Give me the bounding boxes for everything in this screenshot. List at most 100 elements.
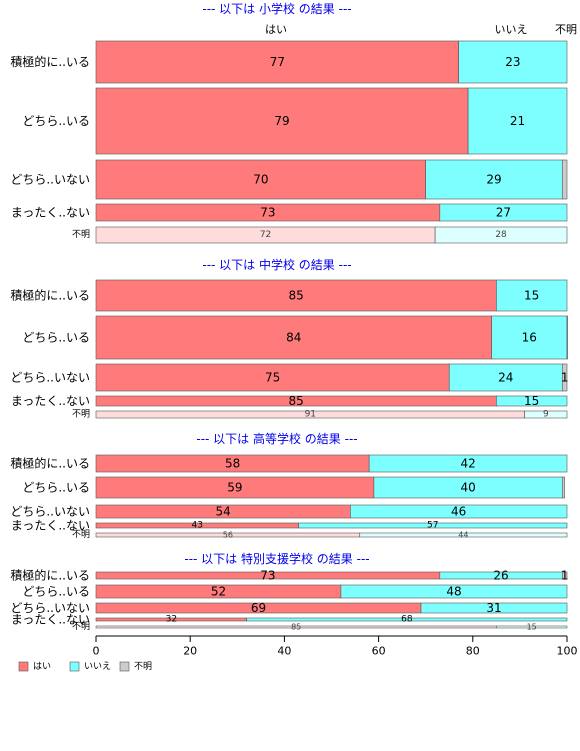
data-label: 29 [486, 173, 501, 187]
bar-segment-unknown [566, 315, 568, 360]
bar-segment-no [434, 226, 568, 244]
data-label: 84 [286, 331, 301, 345]
data-label: 68 [401, 615, 413, 625]
data-label: 85 [289, 289, 304, 303]
bar-segment-yes [95, 279, 497, 312]
bar-segment-yes [95, 87, 469, 155]
data-label: 32 [166, 615, 177, 625]
column-header: はい [265, 23, 287, 36]
row-label: どちら..いる [22, 331, 90, 345]
bar-segment-unknown [561, 159, 568, 200]
row-label: 積極的に..いる [10, 54, 90, 69]
panel-title: --- 以下は 小学校 の結果 --- [202, 1, 351, 16]
bar-segment-yes [95, 315, 492, 360]
bar-segment-unknown [561, 363, 568, 392]
bar-segment-no [448, 363, 563, 392]
legend-swatch [69, 661, 80, 672]
row-label: まったく..ない [11, 394, 90, 408]
bar-segment-no [439, 203, 568, 222]
data-label: 59 [227, 481, 242, 495]
x-tick-label: 60 [372, 645, 386, 658]
data-label: 27 [496, 206, 511, 220]
bar-segment-no [496, 279, 568, 312]
panel-title: --- 以下は 特別支援学校 の結果 --- [184, 551, 369, 566]
row-label: どちら..いない [10, 505, 90, 519]
data-label: 73 [260, 569, 275, 583]
data-label: 75 [265, 371, 280, 385]
row-label: どちら..いない [10, 173, 90, 187]
data-label: 57 [427, 521, 438, 531]
data-label: 44 [458, 531, 468, 540]
data-label: 40 [460, 481, 475, 495]
data-label: 1 [561, 371, 569, 385]
bar-segment-no [340, 584, 568, 599]
data-label: 15 [527, 623, 537, 632]
bar-segment-no [350, 504, 568, 519]
bar-segment-no [420, 602, 568, 614]
bar-segment-no [496, 395, 568, 407]
bar-segment-yes [95, 363, 450, 392]
data-label: 70 [253, 173, 268, 187]
data-label: 15 [524, 289, 539, 303]
bar-segment-no [368, 454, 568, 473]
bar-segment-unknown [561, 476, 565, 499]
data-label: 56 [223, 531, 233, 540]
row-label: どちら..いない [10, 371, 90, 385]
column-header: 不明 [555, 23, 577, 36]
bar-segment-no [425, 159, 563, 200]
data-label: 72 [260, 230, 271, 240]
row-label: 積極的に..いる [10, 568, 90, 583]
data-label: 73 [260, 206, 275, 220]
legend-label: いいえ [84, 661, 111, 672]
data-label: 43 [192, 521, 203, 531]
data-label: 54 [216, 505, 231, 519]
row-label: どちら..いる [22, 585, 90, 599]
legend-swatch [18, 661, 29, 672]
data-label: 9 [543, 410, 549, 420]
column-header: いいえ [495, 23, 528, 36]
row-label: どちら..いる [22, 114, 90, 128]
row-label: どちら..いる [22, 481, 90, 495]
row-label: まったく..ない [11, 519, 90, 533]
x-tick-label: 40 [277, 645, 291, 658]
data-label: 46 [451, 505, 466, 519]
x-tick-label: 100 [557, 645, 578, 658]
data-label: 24 [498, 371, 513, 385]
legend-label: 不明 [134, 661, 152, 672]
data-label: 15 [524, 394, 539, 408]
legend-swatch [119, 661, 130, 672]
data-label: 85 [291, 623, 301, 632]
row-label: 不明 [72, 229, 90, 240]
data-label: 21 [510, 114, 525, 128]
row-label: 不明 [72, 621, 90, 632]
data-label: 85 [289, 394, 304, 408]
bar-segment-no [458, 40, 568, 84]
data-label: 58 [225, 457, 240, 471]
bar-segment-unknown [561, 571, 568, 580]
data-label: 69 [251, 601, 266, 615]
bar-segment-no [298, 522, 568, 529]
row-label: 積極的に..いる [10, 456, 90, 471]
row-label: どちら..いない [10, 601, 90, 615]
bar-segment-no [496, 625, 568, 629]
row-label: まったく..ない [11, 206, 90, 220]
x-tick-label: 0 [93, 645, 100, 658]
row-label: 不明 [72, 529, 90, 540]
legend-label: はい [33, 661, 51, 672]
bar-segment-no [524, 410, 568, 419]
data-label: 77 [270, 55, 285, 69]
bar-segment-no [467, 87, 568, 155]
data-label: 23 [505, 55, 520, 69]
panel-title: --- 以下は 中学校 の結果 --- [202, 257, 351, 272]
row-label: 不明 [72, 409, 90, 420]
data-label: 28 [495, 230, 507, 240]
data-label: 1 [561, 569, 569, 583]
bar-segment-yes [95, 40, 459, 84]
x-tick-label: 20 [183, 645, 197, 658]
data-label: 48 [446, 585, 461, 599]
row-label: 積極的に..いる [10, 288, 90, 303]
panel-title: --- 以下は 高等学校 の結果 --- [196, 431, 357, 446]
bar-segment-yes [95, 159, 427, 200]
